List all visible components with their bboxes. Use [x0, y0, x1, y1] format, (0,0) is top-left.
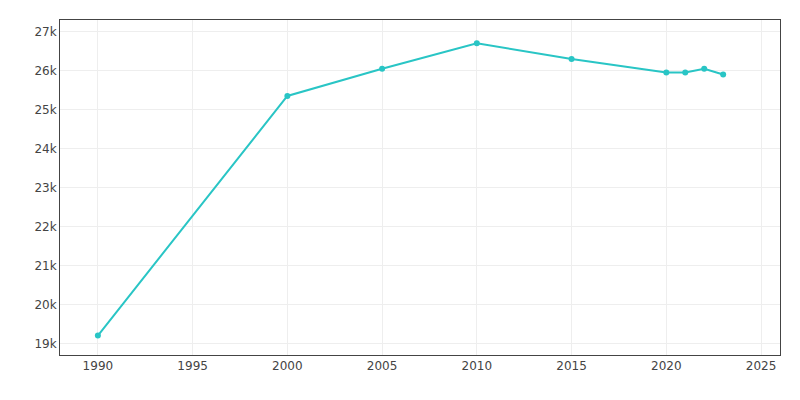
svg-text:24k: 24k: [34, 142, 56, 156]
svg-text:2000: 2000: [272, 359, 303, 373]
svg-text:26k: 26k: [34, 64, 56, 78]
svg-text:2005: 2005: [367, 359, 398, 373]
svg-text:2010: 2010: [462, 359, 493, 373]
svg-text:1995: 1995: [177, 359, 208, 373]
svg-text:20k: 20k: [34, 298, 56, 312]
svg-text:22k: 22k: [34, 220, 56, 234]
svg-text:21k: 21k: [34, 259, 56, 273]
svg-text:1990: 1990: [83, 359, 114, 373]
svg-text:19k: 19k: [34, 337, 56, 351]
svg-text:2025: 2025: [746, 359, 777, 373]
svg-text:23k: 23k: [34, 181, 56, 195]
svg-text:2020: 2020: [651, 359, 682, 373]
svg-text:2015: 2015: [556, 359, 587, 373]
svg-text:25k: 25k: [34, 103, 56, 117]
svg-text:27k: 27k: [34, 25, 56, 39]
